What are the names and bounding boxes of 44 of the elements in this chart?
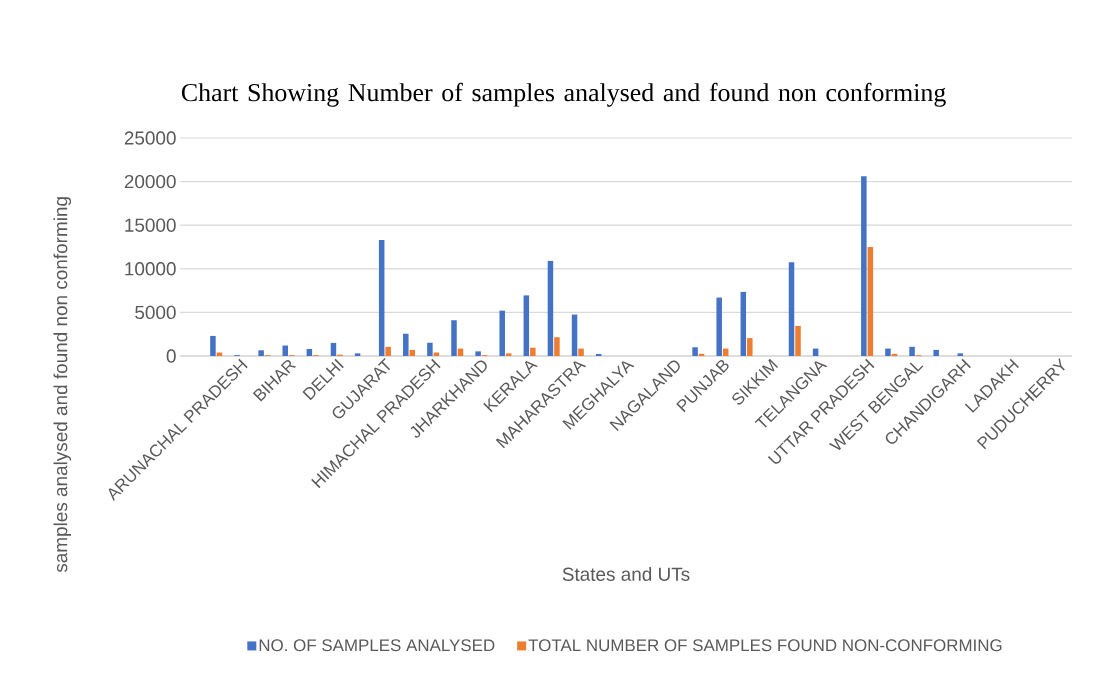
bar bbox=[571, 314, 578, 356]
bar bbox=[385, 346, 391, 356]
bar bbox=[909, 346, 915, 356]
bar bbox=[330, 342, 337, 356]
y-tick-label: 15000 bbox=[125, 218, 176, 232]
bar bbox=[505, 353, 512, 356]
bar bbox=[475, 351, 481, 356]
bar bbox=[554, 337, 560, 356]
bar bbox=[354, 353, 361, 356]
bar bbox=[499, 310, 505, 356]
bar bbox=[210, 335, 216, 356]
bar bbox=[451, 320, 457, 356]
legend-label: NO. OF SAMPLES ANALYSED bbox=[259, 639, 495, 652]
bar bbox=[885, 348, 891, 356]
bar bbox=[740, 291, 747, 356]
bar bbox=[258, 350, 264, 356]
bar bbox=[692, 347, 698, 356]
bar bbox=[523, 295, 530, 356]
bar bbox=[378, 240, 385, 356]
bar bbox=[403, 333, 409, 356]
bar bbox=[867, 246, 874, 356]
legend-label: TOTAL NUMBER OF SAMPLES FOUND NON-CONFORMING bbox=[528, 639, 1002, 652]
y-tick-label: 20000 bbox=[124, 174, 176, 189]
y-tick-label: 5000 bbox=[135, 305, 176, 320]
bar bbox=[427, 342, 433, 356]
bar bbox=[530, 347, 536, 356]
bar bbox=[547, 260, 554, 356]
y-tick-label: 10000 bbox=[125, 262, 176, 276]
bar bbox=[795, 325, 801, 356]
bar bbox=[578, 348, 584, 356]
bar bbox=[716, 297, 722, 356]
bar bbox=[861, 176, 867, 356]
bar bbox=[595, 353, 602, 356]
bar bbox=[747, 338, 753, 356]
bar bbox=[788, 262, 795, 356]
y-tick-label: 0 bbox=[166, 349, 176, 363]
bar bbox=[306, 349, 313, 356]
chart-title: Chart Showing Number of samples analysed and found non conforming bbox=[181, 82, 946, 107]
bar bbox=[957, 353, 964, 356]
y-tick-label: 25000 bbox=[124, 131, 176, 145]
y-axis-title: samples analysed and found non conforming bbox=[53, 197, 72, 573]
x-axis-title: States and UTs bbox=[562, 567, 690, 581]
bar bbox=[933, 349, 939, 356]
bar bbox=[282, 345, 288, 356]
